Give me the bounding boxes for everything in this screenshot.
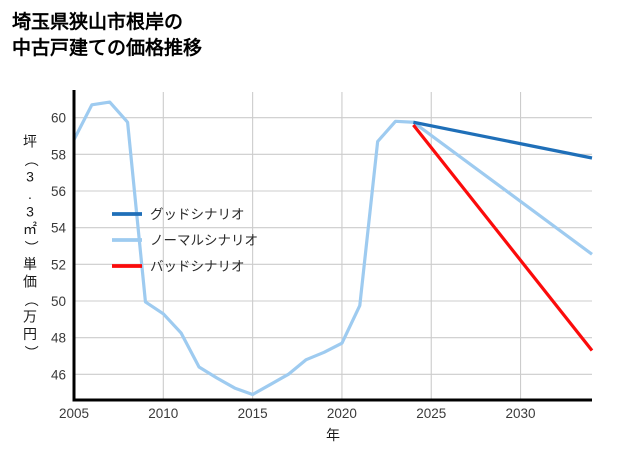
axes <box>72 90 592 402</box>
y-tick-label-58: 58 <box>51 147 66 162</box>
x-axis-title: 年 <box>326 427 340 443</box>
x-tick-label-2015: 2015 <box>238 406 268 421</box>
y-axis-title-char: 価 <box>23 273 37 289</box>
y-axis-title-char: 3 <box>26 168 34 184</box>
tick-labels: 46 48 50 52 54 56 58 60 2005 2010 2015 2020 2025 2030 <box>51 111 536 421</box>
y-axis-title-char: ㎡ <box>23 221 37 237</box>
grid-lines <box>73 92 592 400</box>
y-tick-label-46: 46 <box>51 367 66 382</box>
chart-title: 埼玉県狭山市根岸の 中古戸建ての価格推移 <box>12 12 203 59</box>
y-tick-label-52: 52 <box>51 257 66 272</box>
legend-label-0: グッドシナリオ <box>150 207 245 222</box>
x-tick-label-2010: 2010 <box>148 406 178 421</box>
series-line-1 <box>72 100 593 397</box>
x-tick-label-2025: 2025 <box>416 406 446 421</box>
x-tick-label-2030: 2030 <box>506 406 536 421</box>
y-axis-title-char: 3 <box>26 203 34 219</box>
y-axis-title-char: 万 <box>23 308 37 324</box>
y-axis-title-char: 単 <box>23 256 37 272</box>
y-axis-title-char: 坪 <box>23 133 37 149</box>
y-tick-label-60: 60 <box>51 111 66 126</box>
series-line-2 <box>412 124 594 352</box>
legend-label-1: ノーマルシナリオ <box>150 233 258 248</box>
y-tick-label-50: 50 <box>51 294 66 309</box>
y-axis-title-char: . <box>28 186 32 202</box>
y-axis-title-char: （ <box>23 153 39 167</box>
y-axis-title-char: ） <box>23 240 39 254</box>
data-series-layer <box>72 100 594 397</box>
legend-label-2: バッドシナリオ <box>150 259 245 274</box>
y-tick-label-56: 56 <box>51 184 66 199</box>
y-tick-label-54: 54 <box>51 221 67 236</box>
y-tick-label-48: 48 <box>51 331 66 346</box>
y-axis-title-char: 円 <box>23 326 37 342</box>
x-tick-label-2020: 2020 <box>327 406 357 421</box>
x-tick-label-2005: 2005 <box>59 406 89 421</box>
series-line-0 <box>413 120 593 160</box>
y-axis-title-char: （ <box>23 293 39 307</box>
axis-titles: 年坪（3.3㎡）単価（万円） <box>23 133 340 443</box>
y-axis-title-char: ） <box>23 345 39 359</box>
